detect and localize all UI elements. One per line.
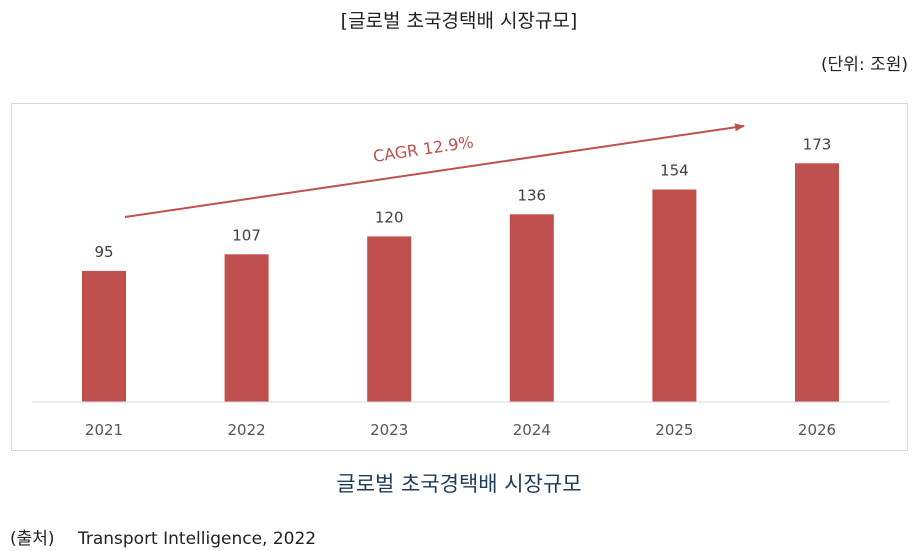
value-label-2025: 154: [660, 162, 689, 180]
value-label-2022: 107: [232, 226, 261, 244]
x-tick-2024: 2024: [513, 421, 551, 439]
x-tick-2026: 2026: [798, 421, 836, 439]
bar-2022: [224, 254, 269, 402]
chart-frame: 95 2021 107 2022 120 2023 136 2024 154 2025 173 202…: [11, 103, 908, 451]
value-label-2023: 120: [375, 208, 404, 226]
cagr-annotation: CAGR 12.9%: [372, 132, 475, 166]
source-label: (출처): [10, 529, 55, 549]
bar-2023: [367, 236, 412, 402]
bar-2024: [509, 214, 554, 402]
bar-chart: 95 2021 107 2022 120 2023 136 2024 154 2025 173 202…: [32, 123, 889, 439]
source-line: (출처) Transport Intelligence, 2022: [10, 524, 316, 549]
value-label-2021: 95: [94, 243, 113, 261]
chart-caption: 글로벌 초국경택배 시장규모: [336, 472, 582, 496]
x-tick-2022: 2022: [228, 421, 266, 439]
unit-label: (단위: 조원): [821, 55, 908, 75]
x-tick-2025: 2025: [655, 421, 693, 439]
x-tick-2021: 2021: [85, 421, 123, 439]
bar-2026: [795, 163, 839, 402]
bar-2021: [82, 270, 126, 402]
source-text: Transport Intelligence, 2022: [77, 529, 317, 549]
cagr-trend-arrow: [124, 123, 745, 218]
bar-2025: [652, 189, 697, 402]
value-label-2024: 136: [517, 186, 546, 204]
x-tick-2023: 2023: [370, 421, 408, 439]
chart-header-title: [글로벌 초국경택배 시장규모]: [340, 10, 578, 32]
value-label-2026: 173: [803, 135, 832, 153]
